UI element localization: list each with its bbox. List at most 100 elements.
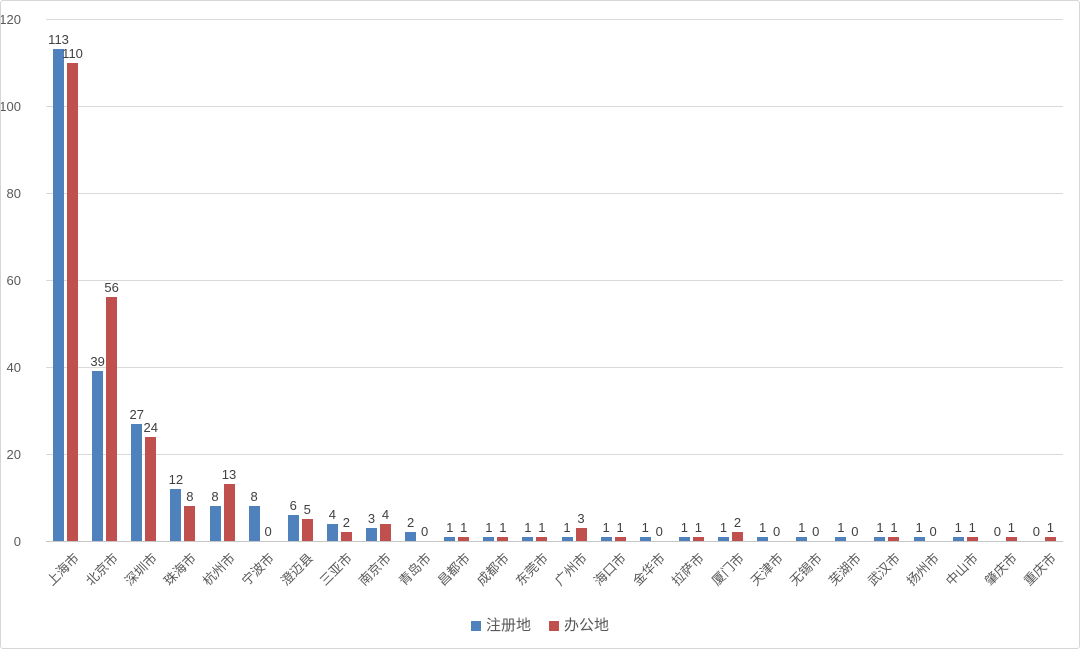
bar-办公地: 1 bbox=[458, 521, 470, 541]
bar-注册地: 1 bbox=[718, 521, 729, 541]
bar-办公地: 56 bbox=[104, 281, 119, 541]
data-label: 1 bbox=[616, 520, 624, 535]
data-label: 13 bbox=[221, 467, 237, 482]
bar-注册地: 4 bbox=[326, 508, 338, 541]
data-label: 1 bbox=[563, 520, 571, 535]
data-label: 1 bbox=[1046, 520, 1055, 535]
gridline-y-60 bbox=[46, 279, 1063, 281]
x-axis-tick-label: 珠海市 bbox=[160, 550, 199, 589]
bar-注册地: 1 bbox=[639, 521, 651, 541]
data-label: 0 bbox=[772, 524, 781, 539]
data-label: 0 bbox=[851, 524, 859, 539]
x-axis-tick-label: 拉萨市 bbox=[669, 550, 708, 589]
x-axis-tick-label: 杭州市 bbox=[199, 550, 238, 589]
x-axis-tick-label: 成都市 bbox=[473, 550, 512, 589]
bar-注册地: 1 bbox=[913, 521, 925, 541]
x-axis-tick-label: 澄迈县 bbox=[277, 550, 317, 589]
bar-注册地: 1 bbox=[561, 521, 573, 541]
bar-group-上海市: 113 110 bbox=[46, 19, 85, 541]
bar-办公地: 2 bbox=[340, 516, 352, 541]
bar-注册地: 1 bbox=[757, 521, 769, 541]
bar-办公地: 13 bbox=[222, 468, 236, 541]
data-label: 1 bbox=[538, 520, 546, 535]
data-label: 4 bbox=[381, 507, 390, 522]
data-label: 1 bbox=[694, 520, 703, 535]
data-label: 1 bbox=[602, 520, 610, 535]
bar-group-北京市: 39 56 bbox=[85, 19, 124, 541]
bar-group-杭州市: 8 13 bbox=[202, 19, 241, 541]
legend-label: 注册地 bbox=[485, 617, 531, 634]
bar-办公地: 1 bbox=[536, 521, 548, 541]
data-label: 2 bbox=[342, 515, 350, 530]
data-label: 1 bbox=[837, 520, 845, 535]
x-axis-tick-label: 海口市 bbox=[590, 550, 630, 589]
bar-group-珠海市: 12 8 bbox=[163, 19, 202, 541]
bar-注册地: 1 bbox=[444, 521, 456, 541]
bar-办公地: 1 bbox=[692, 521, 704, 541]
bar-办公地: 1 bbox=[888, 521, 900, 541]
data-label: 0 bbox=[1032, 524, 1041, 539]
bar-办公地: 24 bbox=[144, 421, 158, 541]
data-label: 27 bbox=[129, 407, 144, 422]
data-label: 8 bbox=[186, 489, 194, 504]
bar-办公地: 4 bbox=[379, 508, 391, 541]
x-axis-tick-label: 昌都市 bbox=[434, 550, 473, 589]
data-label: 0 bbox=[993, 524, 1001, 539]
data-label: 1 bbox=[758, 520, 767, 535]
data-label: 3 bbox=[577, 511, 585, 526]
gridline-y-80 bbox=[46, 192, 1063, 194]
y-axis-tick-label: 120 bbox=[0, 12, 21, 27]
y-axis-tick-label: 0 bbox=[13, 534, 21, 549]
legend-label: 办公地 bbox=[564, 617, 610, 634]
bar-注册地: 1 bbox=[522, 521, 534, 541]
x-axis-tick-label: 南京市 bbox=[356, 550, 395, 589]
bar-办公地: 2 bbox=[732, 516, 743, 541]
data-label: 1 bbox=[680, 520, 689, 535]
data-label: 8 bbox=[211, 489, 219, 504]
x-axis-tick-label: 厦门市 bbox=[708, 550, 747, 589]
x-axis-tick-label: 上海市 bbox=[43, 550, 82, 589]
data-label: 1 bbox=[915, 520, 923, 535]
x-axis-tick-label: 广州市 bbox=[551, 550, 590, 589]
plot-area: 0 20 40 60 80 100 120 113 110 39 56 27 24 12 8 8 13 8 0 6 5 4… bbox=[1, 13, 1063, 548]
gridline-y-40 bbox=[46, 366, 1063, 368]
data-label: 1 bbox=[1007, 520, 1015, 535]
data-label: 1 bbox=[641, 520, 649, 535]
bar-group-深圳市: 27 24 bbox=[124, 19, 163, 541]
bar-办公地: 1 bbox=[614, 521, 626, 541]
bar-注册地: 113 bbox=[48, 33, 69, 541]
bar-办公地: 1 bbox=[966, 521, 978, 541]
x-axis-tick-label: 无锡市 bbox=[786, 550, 825, 589]
x-axis-tick-label: 三亚市 bbox=[317, 550, 356, 589]
x-axis-tick-label: 宁波市 bbox=[238, 550, 278, 589]
y-axis-tick-label: 20 bbox=[6, 447, 21, 462]
x-axis-tick-label: 金华市 bbox=[630, 550, 669, 589]
x-axis-tick-label: 扬州市 bbox=[903, 550, 943, 589]
bar-办公地: 1 bbox=[1044, 521, 1056, 541]
gridline-y-20 bbox=[46, 453, 1063, 455]
data-label: 0 bbox=[655, 524, 663, 539]
data-label: 12 bbox=[168, 472, 184, 487]
legend-swatch-icon bbox=[549, 620, 559, 631]
gridline-y-0 bbox=[46, 540, 1063, 542]
x-axis-tick-label: 中山市 bbox=[942, 550, 982, 589]
data-label: 0 bbox=[812, 524, 820, 539]
y-axis-tick-label: 100 bbox=[0, 99, 21, 114]
bar-注册地: 1 bbox=[796, 521, 808, 541]
chart-legend: 注册地 办公地 bbox=[1, 618, 1079, 633]
data-label: 1 bbox=[876, 520, 884, 535]
